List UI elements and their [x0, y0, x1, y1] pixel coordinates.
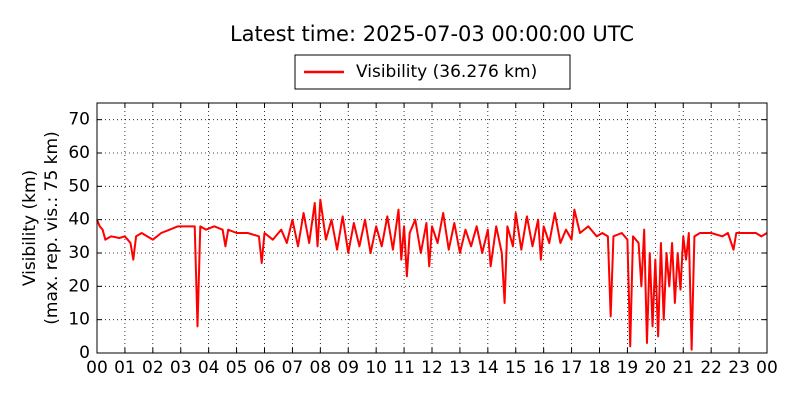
y-tick-label: 10 [68, 310, 90, 330]
y-tick-label: 70 [68, 110, 90, 130]
x-tick-label: 16 [533, 358, 555, 378]
y-tick-label: 30 [68, 243, 90, 263]
x-tick-label: 11 [393, 358, 415, 378]
x-tick-label: 06 [254, 358, 276, 378]
legend-label: Visibility (36.276 km) [356, 62, 537, 82]
y-tick-label: 40 [68, 210, 90, 230]
x-tick-label: 03 [170, 358, 192, 378]
x-tick-label: 09 [337, 358, 359, 378]
x-tick-label: 22 [700, 358, 722, 378]
x-tick-label: 13 [449, 358, 471, 378]
x-tick-label: 08 [310, 358, 332, 378]
x-tick-label: 18 [589, 358, 611, 378]
y-tick-label: 0 [79, 343, 90, 363]
y-tick-label: 50 [68, 176, 90, 196]
y-axis-label: Visibility (km) [20, 170, 40, 286]
x-tick-label: 00 [756, 358, 778, 378]
chart-title: Latest time: 2025-07-03 00:00:00 UTC [230, 22, 634, 46]
x-tick-label: 04 [198, 358, 220, 378]
x-tick-label: 02 [142, 358, 164, 378]
x-tick-label: 19 [617, 358, 639, 378]
x-tick-label: 23 [728, 358, 750, 378]
plot-frame [96, 102, 768, 354]
x-tick-label: 05 [226, 358, 248, 378]
y-tick-label: 20 [68, 276, 90, 296]
x-tick-label: 20 [645, 358, 667, 378]
x-tick-label: 12 [421, 358, 443, 378]
x-tick-label: 01 [114, 358, 136, 378]
x-tick-label: 21 [672, 358, 694, 378]
x-tick-label: 00 [86, 358, 108, 378]
x-tick-label: 17 [561, 358, 583, 378]
x-tick-label: 14 [477, 358, 499, 378]
x-tick-label: 15 [505, 358, 527, 378]
x-tick-label: 07 [282, 358, 304, 378]
y-axis-label: (max. rep. vis.: 75 km) [42, 131, 62, 324]
data-line [96, 198, 768, 351]
x-tick-label: 10 [365, 358, 387, 378]
y-tick-label: 60 [68, 143, 90, 163]
